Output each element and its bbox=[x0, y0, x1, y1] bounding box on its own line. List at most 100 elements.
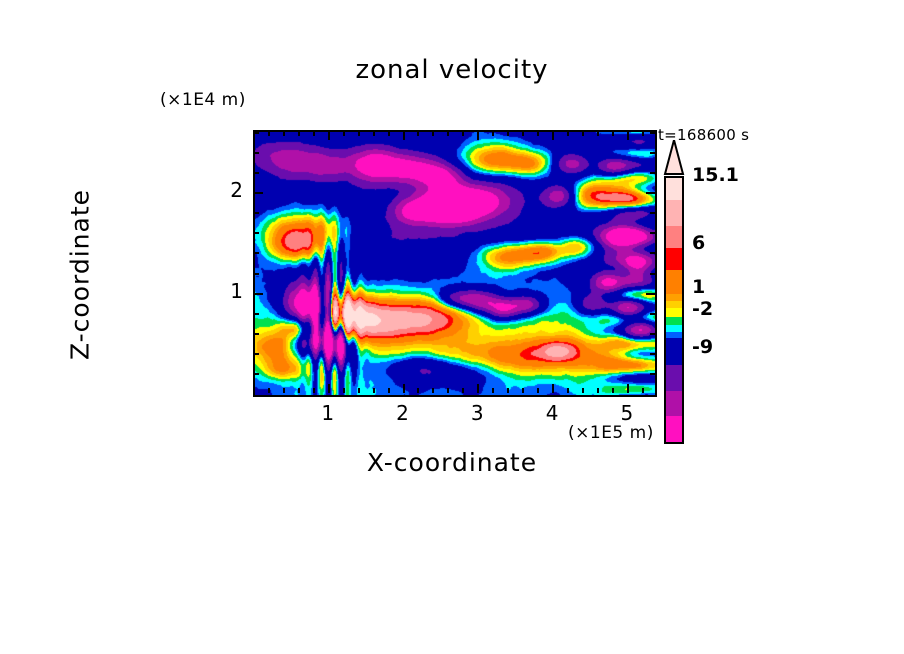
x-axis-minor-tick bbox=[312, 131, 315, 136]
y-axis-minor-tick bbox=[650, 152, 655, 155]
x-axis-minor-tick bbox=[492, 388, 495, 393]
y-axis-tick bbox=[646, 292, 655, 295]
y-axis-minor-tick bbox=[254, 332, 259, 335]
x-axis-tick bbox=[552, 131, 555, 140]
colorbar-band bbox=[664, 338, 684, 365]
x-axis-minor-tick bbox=[297, 388, 300, 393]
y-axis-minor-tick bbox=[254, 312, 259, 315]
x-axis-minor-tick bbox=[596, 131, 599, 136]
x-axis-tick bbox=[552, 384, 555, 393]
x-axis-minor-tick bbox=[372, 388, 375, 393]
colorbar-band bbox=[664, 391, 684, 416]
x-axis-tick bbox=[477, 384, 480, 393]
y-axis-tick bbox=[646, 192, 655, 195]
y-axis-minor-tick bbox=[650, 132, 655, 134]
x-axis-minor-tick bbox=[611, 131, 614, 136]
x-axis-minor-tick bbox=[432, 388, 435, 393]
colorbar-band bbox=[664, 200, 684, 226]
y-axis-tick-label: 1 bbox=[230, 278, 243, 303]
y-axis-minor-tick bbox=[254, 232, 259, 235]
x-axis-minor-tick bbox=[447, 388, 450, 393]
y-axis-minor-tick bbox=[650, 272, 655, 275]
colorbar-arrow-svg bbox=[663, 136, 685, 175]
page-title: zonal velocity bbox=[355, 55, 549, 85]
x-axis-minor-tick bbox=[641, 131, 644, 136]
x-axis-tick bbox=[402, 131, 405, 140]
x-axis-tick bbox=[327, 384, 330, 393]
x-axis-minor-tick bbox=[417, 131, 420, 136]
x-axis-minor-tick bbox=[537, 388, 540, 393]
colorbar-tick-label: -9 bbox=[692, 336, 714, 358]
contour-field bbox=[255, 132, 655, 395]
y-axis-tick bbox=[254, 292, 263, 295]
colorbar-band bbox=[664, 325, 684, 332]
x-axis-minor-tick bbox=[282, 131, 285, 136]
x-axis-minor-tick bbox=[357, 131, 360, 136]
x-axis-tick-label: 3 bbox=[470, 401, 484, 425]
x-axis-unit-label: (×1E5 m) bbox=[568, 423, 654, 443]
colorbar-band bbox=[664, 248, 684, 270]
x-axis-minor-tick bbox=[312, 388, 315, 393]
y-axis-tick bbox=[254, 192, 263, 195]
x-axis-tick bbox=[626, 384, 629, 393]
y-axis-minor-tick bbox=[254, 172, 259, 175]
x-axis-minor-tick bbox=[342, 388, 345, 393]
x-axis-minor-tick bbox=[462, 388, 465, 393]
y-axis-minor-tick bbox=[254, 212, 259, 215]
y-axis-minor-tick bbox=[650, 332, 655, 335]
colorbar-band bbox=[664, 365, 684, 391]
x-axis-minor-tick bbox=[462, 131, 465, 136]
colorbar-band bbox=[664, 317, 684, 325]
x-axis-minor-tick bbox=[267, 388, 270, 393]
x-axis-minor-tick bbox=[596, 388, 599, 393]
x-axis-minor-tick bbox=[507, 388, 510, 393]
x-axis-minor-tick bbox=[611, 388, 614, 393]
x-axis-minor-tick bbox=[641, 388, 644, 393]
time-stamp-label: t=168600 s bbox=[658, 126, 750, 144]
y-axis-minor-tick bbox=[650, 312, 655, 315]
y-axis-minor-tick bbox=[254, 152, 259, 155]
colorbar-tick-label: 6 bbox=[692, 232, 706, 254]
x-axis-tick-label: 4 bbox=[545, 401, 559, 425]
x-axis-minor-tick bbox=[417, 388, 420, 393]
y-axis-minor-tick bbox=[650, 352, 655, 355]
y-axis-minor-tick bbox=[254, 372, 259, 375]
x-axis-tick bbox=[402, 384, 405, 393]
contour-plot-area[interactable] bbox=[253, 130, 657, 397]
x-axis-minor-tick bbox=[537, 131, 540, 136]
x-axis-tick bbox=[477, 131, 480, 140]
colorbar-band bbox=[664, 301, 684, 308]
colorbar-band bbox=[664, 226, 684, 248]
y-axis-minor-tick bbox=[650, 212, 655, 215]
colorbar-band bbox=[664, 294, 684, 301]
y-axis-title: Z-coordinate bbox=[65, 188, 95, 361]
colorbar-band bbox=[664, 332, 684, 338]
colorbar[interactable] bbox=[664, 176, 684, 444]
x-axis-minor-tick bbox=[297, 131, 300, 136]
y-axis-tick-label: 2 bbox=[230, 178, 243, 203]
x-axis-minor-tick bbox=[492, 131, 495, 136]
colorbar-band bbox=[664, 176, 684, 200]
x-axis-minor-tick bbox=[357, 388, 360, 393]
y-axis-minor-tick bbox=[650, 172, 655, 175]
colorbar-band bbox=[664, 270, 684, 294]
y-axis-minor-tick bbox=[650, 372, 655, 375]
y-axis-minor-tick bbox=[254, 272, 259, 275]
x-axis-minor-tick bbox=[342, 131, 345, 136]
colorbar-tick-label: 15.1 bbox=[692, 164, 739, 186]
x-axis-minor-tick bbox=[522, 131, 525, 136]
x-axis-minor-tick bbox=[267, 131, 270, 136]
x-axis-minor-tick bbox=[581, 131, 584, 136]
y-axis-minor-tick bbox=[254, 132, 259, 134]
x-axis-tick-label: 1 bbox=[321, 401, 335, 425]
x-axis-minor-tick bbox=[507, 131, 510, 136]
colorbar-tick-label: -2 bbox=[692, 298, 714, 320]
x-axis-minor-tick bbox=[581, 388, 584, 393]
x-axis-tick bbox=[327, 131, 330, 140]
colorbar-band bbox=[664, 308, 684, 317]
y-axis-minor-tick bbox=[650, 232, 655, 235]
x-axis-tick bbox=[626, 131, 629, 140]
x-axis-minor-tick bbox=[282, 388, 285, 393]
y-axis-minor-tick bbox=[254, 252, 259, 255]
x-axis-minor-tick bbox=[372, 131, 375, 136]
